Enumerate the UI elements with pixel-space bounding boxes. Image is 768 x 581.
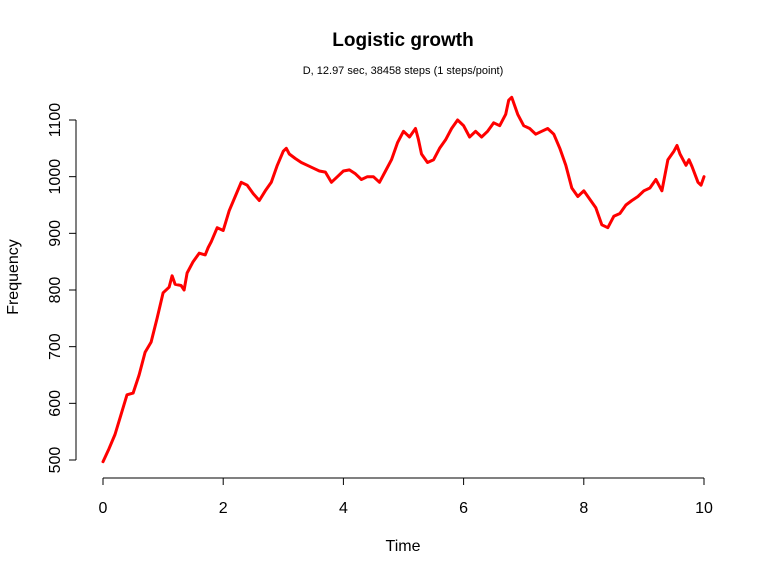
x-tick-label: 4 xyxy=(339,500,348,517)
series-line-0 xyxy=(101,95,706,464)
y-tick-label: 500 xyxy=(47,447,64,474)
y-tick-label: 800 xyxy=(47,277,64,304)
x-tick-label: 2 xyxy=(219,500,228,517)
x-tick-label: 6 xyxy=(459,500,468,517)
y-tick-label: 1000 xyxy=(47,159,64,195)
axes: 0 2 4 6 8 10 500 600 700 800 900 1000 1100 xyxy=(47,103,713,517)
chart-subtitle: D, 12.97 sec, 38458 steps (1 steps/point… xyxy=(303,65,504,77)
x-axis-label: Time xyxy=(386,538,421,555)
chart-title: Logistic growth xyxy=(332,30,473,51)
y-axis-label: Frequency xyxy=(5,239,22,315)
y-tick-label: 600 xyxy=(47,390,64,417)
y-tick-label: 700 xyxy=(47,333,64,360)
x-tick-label: 8 xyxy=(579,500,588,517)
y-tick-label: 900 xyxy=(47,220,64,247)
x-tick-label: 10 xyxy=(695,500,713,517)
x-tick-label: 0 xyxy=(99,500,108,517)
y-tick-label: 1100 xyxy=(47,103,64,138)
series-layer xyxy=(101,95,706,464)
